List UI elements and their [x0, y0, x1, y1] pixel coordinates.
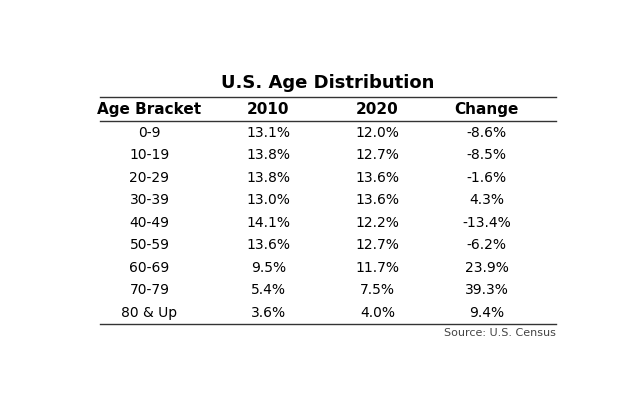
- Text: 4.3%: 4.3%: [469, 193, 504, 207]
- Text: Source: U.S. Census: Source: U.S. Census: [444, 328, 556, 338]
- Text: 13.1%: 13.1%: [246, 125, 291, 140]
- Text: -1.6%: -1.6%: [467, 171, 507, 185]
- Text: 11.7%: 11.7%: [356, 261, 399, 275]
- Text: 12.0%: 12.0%: [356, 125, 399, 140]
- Text: -8.6%: -8.6%: [467, 125, 507, 140]
- Text: 10-19: 10-19: [129, 148, 170, 162]
- Text: 4.0%: 4.0%: [360, 306, 395, 320]
- Text: 23.9%: 23.9%: [465, 261, 509, 275]
- Text: 9.4%: 9.4%: [469, 306, 504, 320]
- Text: -8.5%: -8.5%: [467, 148, 507, 162]
- Text: 12.2%: 12.2%: [356, 216, 399, 230]
- Text: 30-39: 30-39: [129, 193, 170, 207]
- Text: 40-49: 40-49: [129, 216, 170, 230]
- Text: 13.6%: 13.6%: [356, 171, 399, 185]
- Text: 13.8%: 13.8%: [246, 171, 291, 185]
- Text: 5.4%: 5.4%: [251, 283, 286, 297]
- Text: 39.3%: 39.3%: [465, 283, 509, 297]
- Text: 14.1%: 14.1%: [246, 216, 291, 230]
- Text: 3.6%: 3.6%: [251, 306, 286, 320]
- Text: U.S. Age Distribution: U.S. Age Distribution: [221, 74, 435, 92]
- Text: 12.7%: 12.7%: [356, 148, 399, 162]
- Text: 13.6%: 13.6%: [246, 238, 291, 252]
- Text: 20-29: 20-29: [129, 171, 170, 185]
- Text: 7.5%: 7.5%: [360, 283, 395, 297]
- Text: 13.8%: 13.8%: [246, 148, 291, 162]
- Text: Change: Change: [454, 102, 519, 117]
- Text: 13.6%: 13.6%: [356, 193, 399, 207]
- Text: -6.2%: -6.2%: [467, 238, 507, 252]
- Text: -13.4%: -13.4%: [462, 216, 511, 230]
- Text: 60-69: 60-69: [129, 261, 170, 275]
- Text: 9.5%: 9.5%: [251, 261, 286, 275]
- Text: Age Bracket: Age Bracket: [97, 102, 202, 117]
- Text: 70-79: 70-79: [129, 283, 170, 297]
- Text: 0-9: 0-9: [138, 125, 161, 140]
- Text: 50-59: 50-59: [129, 238, 170, 252]
- Text: 2020: 2020: [356, 102, 399, 117]
- Text: 13.0%: 13.0%: [246, 193, 291, 207]
- Text: 80 & Up: 80 & Up: [122, 306, 177, 320]
- Text: 2010: 2010: [247, 102, 290, 117]
- Text: 12.7%: 12.7%: [356, 238, 399, 252]
